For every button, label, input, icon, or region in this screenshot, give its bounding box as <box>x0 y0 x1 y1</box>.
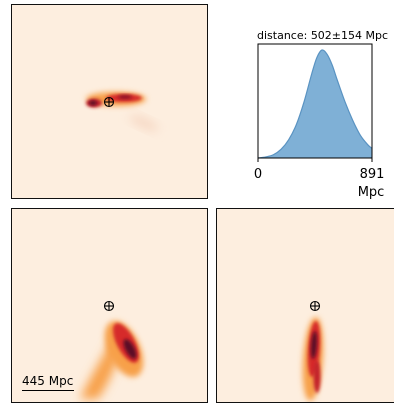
sky-map-top-svg <box>86 92 159 132</box>
distance-title: distance: 502±154 Mpc <box>257 29 389 42</box>
probability-blob-bottom-left <box>80 320 144 399</box>
sky-map-bottom-right-svg <box>302 300 324 401</box>
earth-marker-icon <box>309 300 321 312</box>
sky-map-bottom-left-svg <box>80 300 144 399</box>
sky-map-bottom-left-panel <box>11 208 208 403</box>
probability-blob-bottom-right <box>302 317 324 401</box>
scale-bar-line <box>22 390 74 391</box>
sky-map-bottom-right-panel <box>216 208 394 403</box>
earth-marker-icon <box>103 96 115 108</box>
probability-blob-top <box>86 92 159 132</box>
scale-bar: 445 Mpc <box>22 375 74 391</box>
distance-axes-frame <box>257 43 373 159</box>
sky-map-top-panel <box>11 4 208 199</box>
x-axis-label: Mpc <box>358 185 385 200</box>
x-tick-label-min: 0 <box>254 167 262 182</box>
x-tick-label-max: 891 <box>360 167 385 182</box>
earth-marker-icon <box>103 300 115 312</box>
distance-density-line <box>257 49 373 159</box>
distance-chart: 0 891 Mpc <box>254 43 385 200</box>
distance-density-area <box>258 49 372 158</box>
scale-bar-label: 445 Mpc <box>22 374 74 388</box>
